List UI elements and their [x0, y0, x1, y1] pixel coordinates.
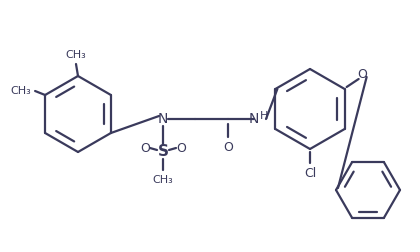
Text: S: S [158, 144, 168, 160]
Text: CH₃: CH₃ [66, 50, 87, 60]
Text: N: N [158, 112, 168, 126]
Text: O: O [140, 142, 150, 155]
Text: H: H [260, 111, 268, 121]
Text: CH₃: CH₃ [152, 175, 173, 185]
Text: CH₃: CH₃ [10, 86, 31, 96]
Text: O: O [176, 142, 186, 155]
Text: O: O [223, 141, 233, 154]
Text: N: N [249, 112, 259, 126]
Text: Cl: Cl [304, 167, 316, 180]
Text: O: O [358, 69, 368, 81]
